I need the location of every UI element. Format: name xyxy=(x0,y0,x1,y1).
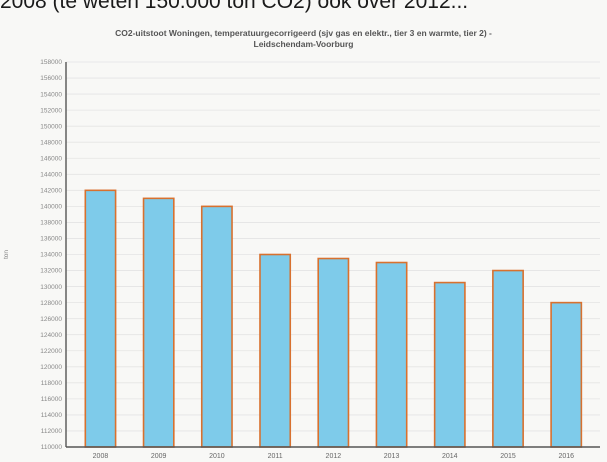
y-tick-label: 148000 xyxy=(40,139,62,146)
y-tick-label: 122000 xyxy=(40,348,62,355)
y-tick-label: 150000 xyxy=(40,123,62,130)
bar-2016 xyxy=(550,301,583,448)
bar-2011 xyxy=(259,253,292,448)
y-tick-label: 144000 xyxy=(40,171,62,178)
y-tick-label: 146000 xyxy=(40,155,62,162)
bar-2015 xyxy=(492,269,524,448)
y-axis-label: ton xyxy=(3,250,10,259)
y-tick-label: 158000 xyxy=(40,59,62,66)
y-tick-label: 132000 xyxy=(40,268,62,275)
y-tick-label: 116000 xyxy=(41,396,63,403)
bars xyxy=(84,189,583,448)
document-text-line: 2008 (te weten 150.000 ton CO2) ook over… xyxy=(0,0,469,13)
y-tick-label: 112000 xyxy=(41,428,63,435)
y-tick-label: 110000 xyxy=(41,444,63,451)
y-tick-label: 124000 xyxy=(40,332,62,339)
x-tick-label: 2011 xyxy=(268,453,283,460)
y-tick-label: 136000 xyxy=(40,236,62,243)
x-tick-label: 2016 xyxy=(558,453,574,460)
bar-2008 xyxy=(84,189,117,448)
bar-2013 xyxy=(375,261,408,448)
y-tick-label: 118000 xyxy=(41,380,63,387)
x-tick-label: 2014 xyxy=(442,453,458,460)
axes xyxy=(65,62,600,448)
y-tick-label: 154000 xyxy=(40,91,62,98)
x-tick-label: 2015 xyxy=(500,453,516,460)
y-axis-ticks: 110000 112000 114000 116000 118000 120000 1220… xyxy=(40,59,62,451)
x-tick-label: 2008 xyxy=(93,453,109,460)
y-tick-label: 114000 xyxy=(41,412,63,419)
y-tick-label: 130000 xyxy=(40,284,62,291)
chart-title-line-2: Leidschendam-Voorburg xyxy=(253,39,354,49)
y-tick-label: 128000 xyxy=(40,300,62,307)
bar-2012 xyxy=(317,257,350,448)
x-tick-label: 2010 xyxy=(209,453,225,460)
y-tick-label: 120000 xyxy=(40,364,62,371)
bar-2010 xyxy=(200,205,233,448)
bar-2014 xyxy=(433,281,466,448)
x-axis-ticks: 2008 2009 2010 2011 2012 2013 2014 2015 2016 xyxy=(93,453,574,460)
x-tick-label: 2009 xyxy=(151,453,167,460)
y-tick-label: 156000 xyxy=(40,75,62,82)
y-tick-label: 138000 xyxy=(40,220,62,227)
y-tick-label: 142000 xyxy=(40,188,62,195)
y-tick-label: 152000 xyxy=(40,107,62,114)
chart-title-line-1: CO2-uitstoot Woningen, temperatuurgecorr… xyxy=(115,28,492,38)
y-tick-label: 140000 xyxy=(40,204,62,211)
y-tick-label: 134000 xyxy=(40,252,62,259)
x-tick-label: 2012 xyxy=(326,453,342,460)
x-tick-label: 2013 xyxy=(384,453,400,460)
bar-2009 xyxy=(142,197,175,448)
y-tick-label: 126000 xyxy=(40,316,62,323)
